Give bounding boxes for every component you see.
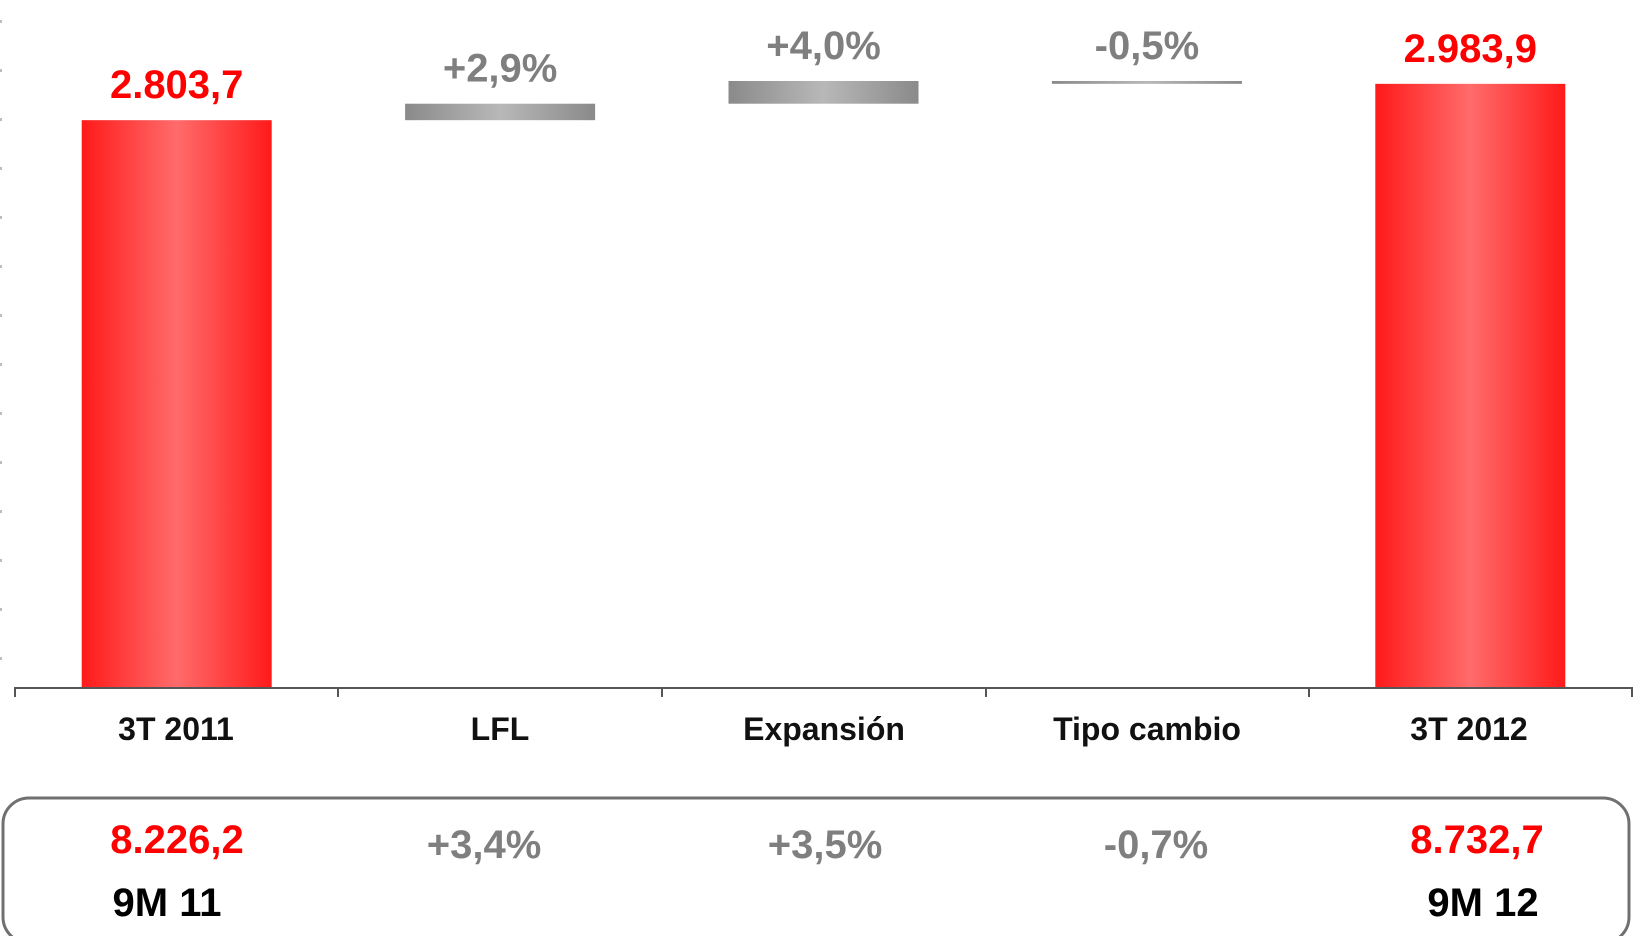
total-value-label: 2.983,9	[1404, 27, 1537, 71]
x-tick-label: Tipo cambio	[1053, 711, 1241, 747]
x-axis	[14, 687, 1633, 697]
summary-value-total: 8.732,7	[1410, 818, 1543, 862]
x-tick-label: 3T 2011	[118, 711, 234, 747]
summary-period-label: 9M 12	[1427, 881, 1538, 925]
total-bar	[1375, 83, 1566, 688]
total-bar	[81, 120, 272, 688]
x-axis-labels: 3T 2011 LFL Expansión Tipo cambio 3T 201…	[118, 711, 1528, 747]
summary-value-change: +3,5%	[768, 823, 883, 867]
change-value-label: +2,9%	[443, 47, 558, 91]
x-tick-label: LFL	[471, 711, 530, 747]
total-value-label: 2.803,7	[110, 63, 243, 107]
summary-box	[1, 796, 1631, 936]
change-bar	[1051, 81, 1242, 84]
change-value-label: -0,5%	[1095, 24, 1200, 68]
change-bar	[728, 81, 919, 104]
x-tick-label: Expansión	[743, 711, 905, 747]
summary-value-total: 8.226,2	[110, 818, 243, 862]
summary-value-change: -0,7%	[1104, 823, 1209, 867]
x-tick-label: 3T 2012	[1410, 711, 1527, 747]
summary-row: 8.226,2 +3,4% +3,5% -0,7% 8.732,7 9M 11 …	[110, 818, 1543, 925]
change-value-label: +4,0%	[766, 24, 881, 68]
change-bar	[405, 103, 596, 121]
summary-period-label: 9M 11	[113, 881, 222, 925]
summary-value-change: +3,4%	[427, 823, 542, 867]
